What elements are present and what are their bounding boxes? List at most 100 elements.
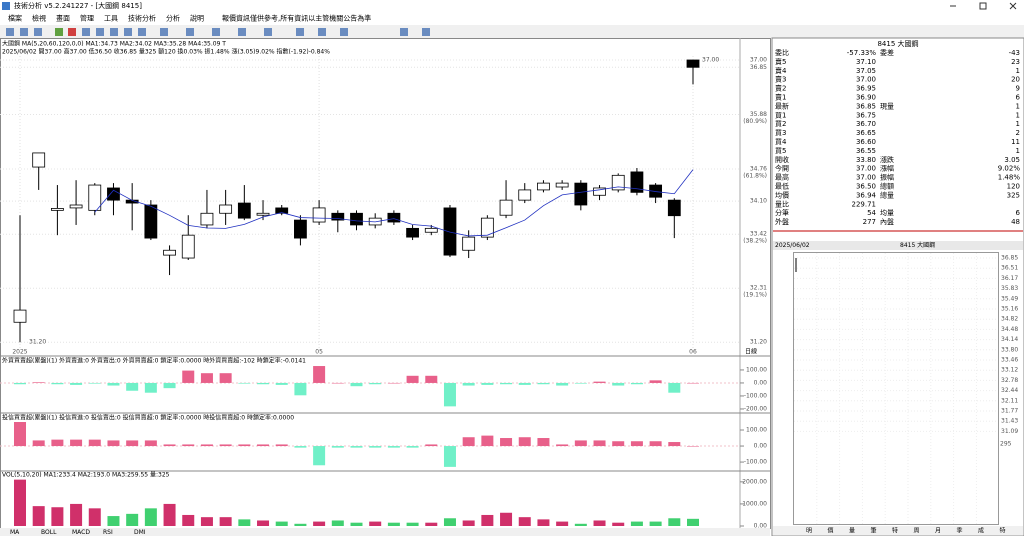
tool-icon[interactable] bbox=[318, 28, 326, 36]
maximize-button[interactable] bbox=[979, 2, 987, 10]
intraday-axis-label: 33.80 bbox=[1001, 346, 1018, 353]
y-tick-label: 36.85 bbox=[750, 64, 767, 71]
tool-icon[interactable] bbox=[400, 28, 408, 36]
menu-item[interactable]: 畫面 bbox=[56, 14, 70, 23]
y-tick-label: 32.31 bbox=[750, 285, 767, 292]
flow-bar bbox=[630, 382, 643, 385]
tool-icon[interactable] bbox=[422, 28, 430, 36]
menu-item[interactable]: 說明 bbox=[190, 14, 204, 23]
indicator-tab[interactable]: MACD bbox=[72, 529, 90, 536]
flow-bar bbox=[163, 444, 176, 447]
flow-bar bbox=[537, 438, 550, 447]
price-annotation: 31.20 bbox=[29, 339, 46, 346]
intraday-axis-label: 35.16 bbox=[1001, 306, 1018, 313]
intraday-tab[interactable]: 價 bbox=[828, 527, 834, 535]
flow-bar bbox=[593, 381, 606, 383]
flow-bar bbox=[556, 444, 569, 447]
flow-bar bbox=[369, 382, 382, 385]
tool-icon[interactable] bbox=[186, 28, 194, 36]
tool-icon[interactable] bbox=[82, 28, 90, 36]
intraday-tab[interactable]: 明 bbox=[806, 528, 812, 535]
tool-icon[interactable] bbox=[55, 28, 63, 36]
tool-icon[interactable] bbox=[296, 28, 304, 36]
flow-bar bbox=[649, 441, 662, 447]
tool-icon[interactable] bbox=[34, 28, 42, 36]
tool-icon[interactable] bbox=[138, 28, 146, 36]
app-icon bbox=[2, 2, 10, 10]
indicator-tab[interactable]: MA bbox=[10, 529, 20, 536]
tool-icon[interactable] bbox=[96, 28, 104, 36]
chart-frame bbox=[0, 38, 771, 529]
tool-icon[interactable] bbox=[124, 28, 132, 36]
close-button[interactable] bbox=[1009, 2, 1017, 10]
volume-bar bbox=[219, 517, 232, 526]
indicator-tab[interactable]: RSI bbox=[103, 529, 113, 536]
volume-bar bbox=[556, 521, 569, 526]
tool-icon[interactable] bbox=[264, 28, 272, 36]
quote-label: 開收 bbox=[775, 155, 789, 164]
quote-label: 委差 bbox=[880, 48, 894, 57]
flow-bar bbox=[668, 442, 681, 447]
flow-bar bbox=[331, 446, 344, 448]
volume-bar bbox=[14, 479, 26, 526]
quote-value: 9 bbox=[1016, 85, 1020, 93]
volume-bar bbox=[443, 518, 456, 526]
candle-body bbox=[275, 207, 289, 214]
volume-bar bbox=[182, 514, 195, 526]
volume-bar bbox=[126, 513, 139, 526]
tool-icon[interactable] bbox=[160, 28, 168, 36]
intraday-tab[interactable]: 特 bbox=[1000, 527, 1006, 535]
quote-value: 36.90 bbox=[856, 94, 876, 102]
menu-item[interactable]: 管理 bbox=[80, 14, 94, 23]
flow-bar bbox=[574, 382, 587, 384]
chart-title: 大國鋼 MA(5,20,60,120,0,0) MA1:34.73 MA2:34… bbox=[2, 40, 226, 48]
quote-value: 48 bbox=[1011, 218, 1020, 226]
quote-label: 最新 bbox=[775, 101, 789, 110]
flow-bar bbox=[275, 382, 288, 385]
tool-icon[interactable] bbox=[68, 28, 76, 36]
candle-body bbox=[13, 309, 27, 323]
intraday-axis-label: 34.82 bbox=[1001, 316, 1018, 323]
intraday-tab[interactable]: 量 bbox=[849, 528, 855, 535]
tool-icon[interactable] bbox=[110, 28, 118, 36]
fib-ratio-label: (19.1%) bbox=[743, 292, 767, 299]
intraday-tab-bar bbox=[773, 526, 1023, 535]
flow-bar bbox=[500, 438, 513, 447]
tool-icon[interactable] bbox=[340, 28, 348, 36]
menu-item[interactable]: 技術分析 bbox=[128, 14, 156, 23]
quote-value: 6 bbox=[1016, 94, 1021, 102]
flow-bar bbox=[200, 444, 213, 447]
flow-bar bbox=[51, 439, 64, 447]
menu-item[interactable]: 檢視 bbox=[32, 14, 46, 23]
volume-bar bbox=[32, 506, 45, 526]
intraday-tab[interactable]: 季 bbox=[957, 527, 963, 535]
volume-bar bbox=[462, 520, 475, 526]
flow-bar bbox=[425, 375, 438, 383]
tool-icon[interactable] bbox=[20, 28, 28, 36]
indicator-tab[interactable]: BOLL bbox=[41, 529, 57, 536]
tool-icon[interactable] bbox=[6, 28, 14, 36]
indicator-tab[interactable]: DMI bbox=[134, 529, 146, 536]
intraday-tab[interactable]: 月 bbox=[935, 528, 941, 535]
y-tick-label: -100.00 bbox=[744, 459, 767, 466]
intraday-tab[interactable]: 周 bbox=[914, 528, 920, 535]
quote-value: 36.75 bbox=[856, 111, 876, 119]
candle-body bbox=[518, 189, 532, 201]
quote-value: 36.55 bbox=[856, 147, 876, 155]
quote-value: 3.05 bbox=[1004, 156, 1020, 164]
menu-item[interactable]: 工具 bbox=[104, 15, 118, 23]
menu-item[interactable]: 分析 bbox=[166, 14, 180, 23]
menu-item[interactable]: 檔案 bbox=[8, 14, 22, 23]
tool-icon[interactable] bbox=[212, 28, 220, 36]
quote-label: 買3 bbox=[775, 129, 786, 137]
candle-body bbox=[462, 236, 476, 251]
intraday-tab[interactable]: 特 bbox=[892, 527, 898, 535]
tool-icon[interactable] bbox=[238, 28, 246, 36]
fib-ratio-label: (38.2%) bbox=[743, 238, 767, 245]
intraday-tab[interactable]: 成 bbox=[978, 527, 984, 535]
y-tick-label: -100.00 bbox=[744, 392, 767, 399]
intraday-tab[interactable]: 筆 bbox=[871, 527, 877, 535]
quote-value: 36.65 bbox=[856, 129, 876, 137]
flow-bar bbox=[88, 382, 101, 384]
